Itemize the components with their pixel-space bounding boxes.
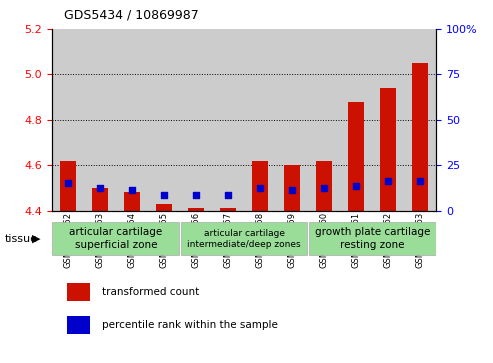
Bar <box>340 29 372 211</box>
Point <box>288 187 296 193</box>
Text: GDS5434 / 10869987: GDS5434 / 10869987 <box>64 9 199 22</box>
Bar <box>220 208 236 211</box>
Point <box>320 185 328 191</box>
Bar <box>124 192 140 211</box>
Bar <box>372 29 404 211</box>
Text: tissue: tissue <box>5 234 38 244</box>
Bar <box>316 160 332 211</box>
Text: growth plate cartilage
resting zone: growth plate cartilage resting zone <box>315 228 430 250</box>
Bar <box>180 29 212 211</box>
Point <box>416 178 424 184</box>
Point <box>96 185 104 191</box>
Bar <box>276 29 308 211</box>
Bar <box>156 204 172 211</box>
Bar <box>52 29 84 211</box>
Text: articular cartilage
superficial zone: articular cartilage superficial zone <box>69 228 163 250</box>
Bar <box>284 165 300 211</box>
Bar <box>116 29 148 211</box>
Bar <box>67 283 90 301</box>
Point <box>385 178 392 184</box>
Point <box>64 180 72 186</box>
Text: percentile rank within the sample: percentile rank within the sample <box>102 319 278 330</box>
Point <box>160 192 168 197</box>
Bar <box>244 29 276 211</box>
Bar <box>92 188 108 211</box>
Bar <box>412 63 428 211</box>
Bar <box>404 29 436 211</box>
Bar <box>308 29 340 211</box>
FancyBboxPatch shape <box>52 222 179 255</box>
Point <box>192 192 200 197</box>
Bar <box>188 208 204 211</box>
Bar <box>380 88 396 211</box>
Point <box>128 187 136 193</box>
Bar <box>252 160 268 211</box>
Point <box>224 192 232 197</box>
FancyBboxPatch shape <box>180 222 308 255</box>
Bar <box>148 29 180 211</box>
Bar <box>212 29 244 211</box>
Bar <box>348 102 364 211</box>
Point <box>352 183 360 188</box>
FancyBboxPatch shape <box>309 222 436 255</box>
Text: transformed count: transformed count <box>102 287 199 297</box>
Point <box>256 185 264 191</box>
Bar <box>67 316 90 334</box>
Text: articular cartilage
intermediate/deep zones: articular cartilage intermediate/deep zo… <box>187 229 301 249</box>
Bar <box>84 29 116 211</box>
Bar <box>60 160 76 211</box>
Text: ▶: ▶ <box>32 234 40 244</box>
